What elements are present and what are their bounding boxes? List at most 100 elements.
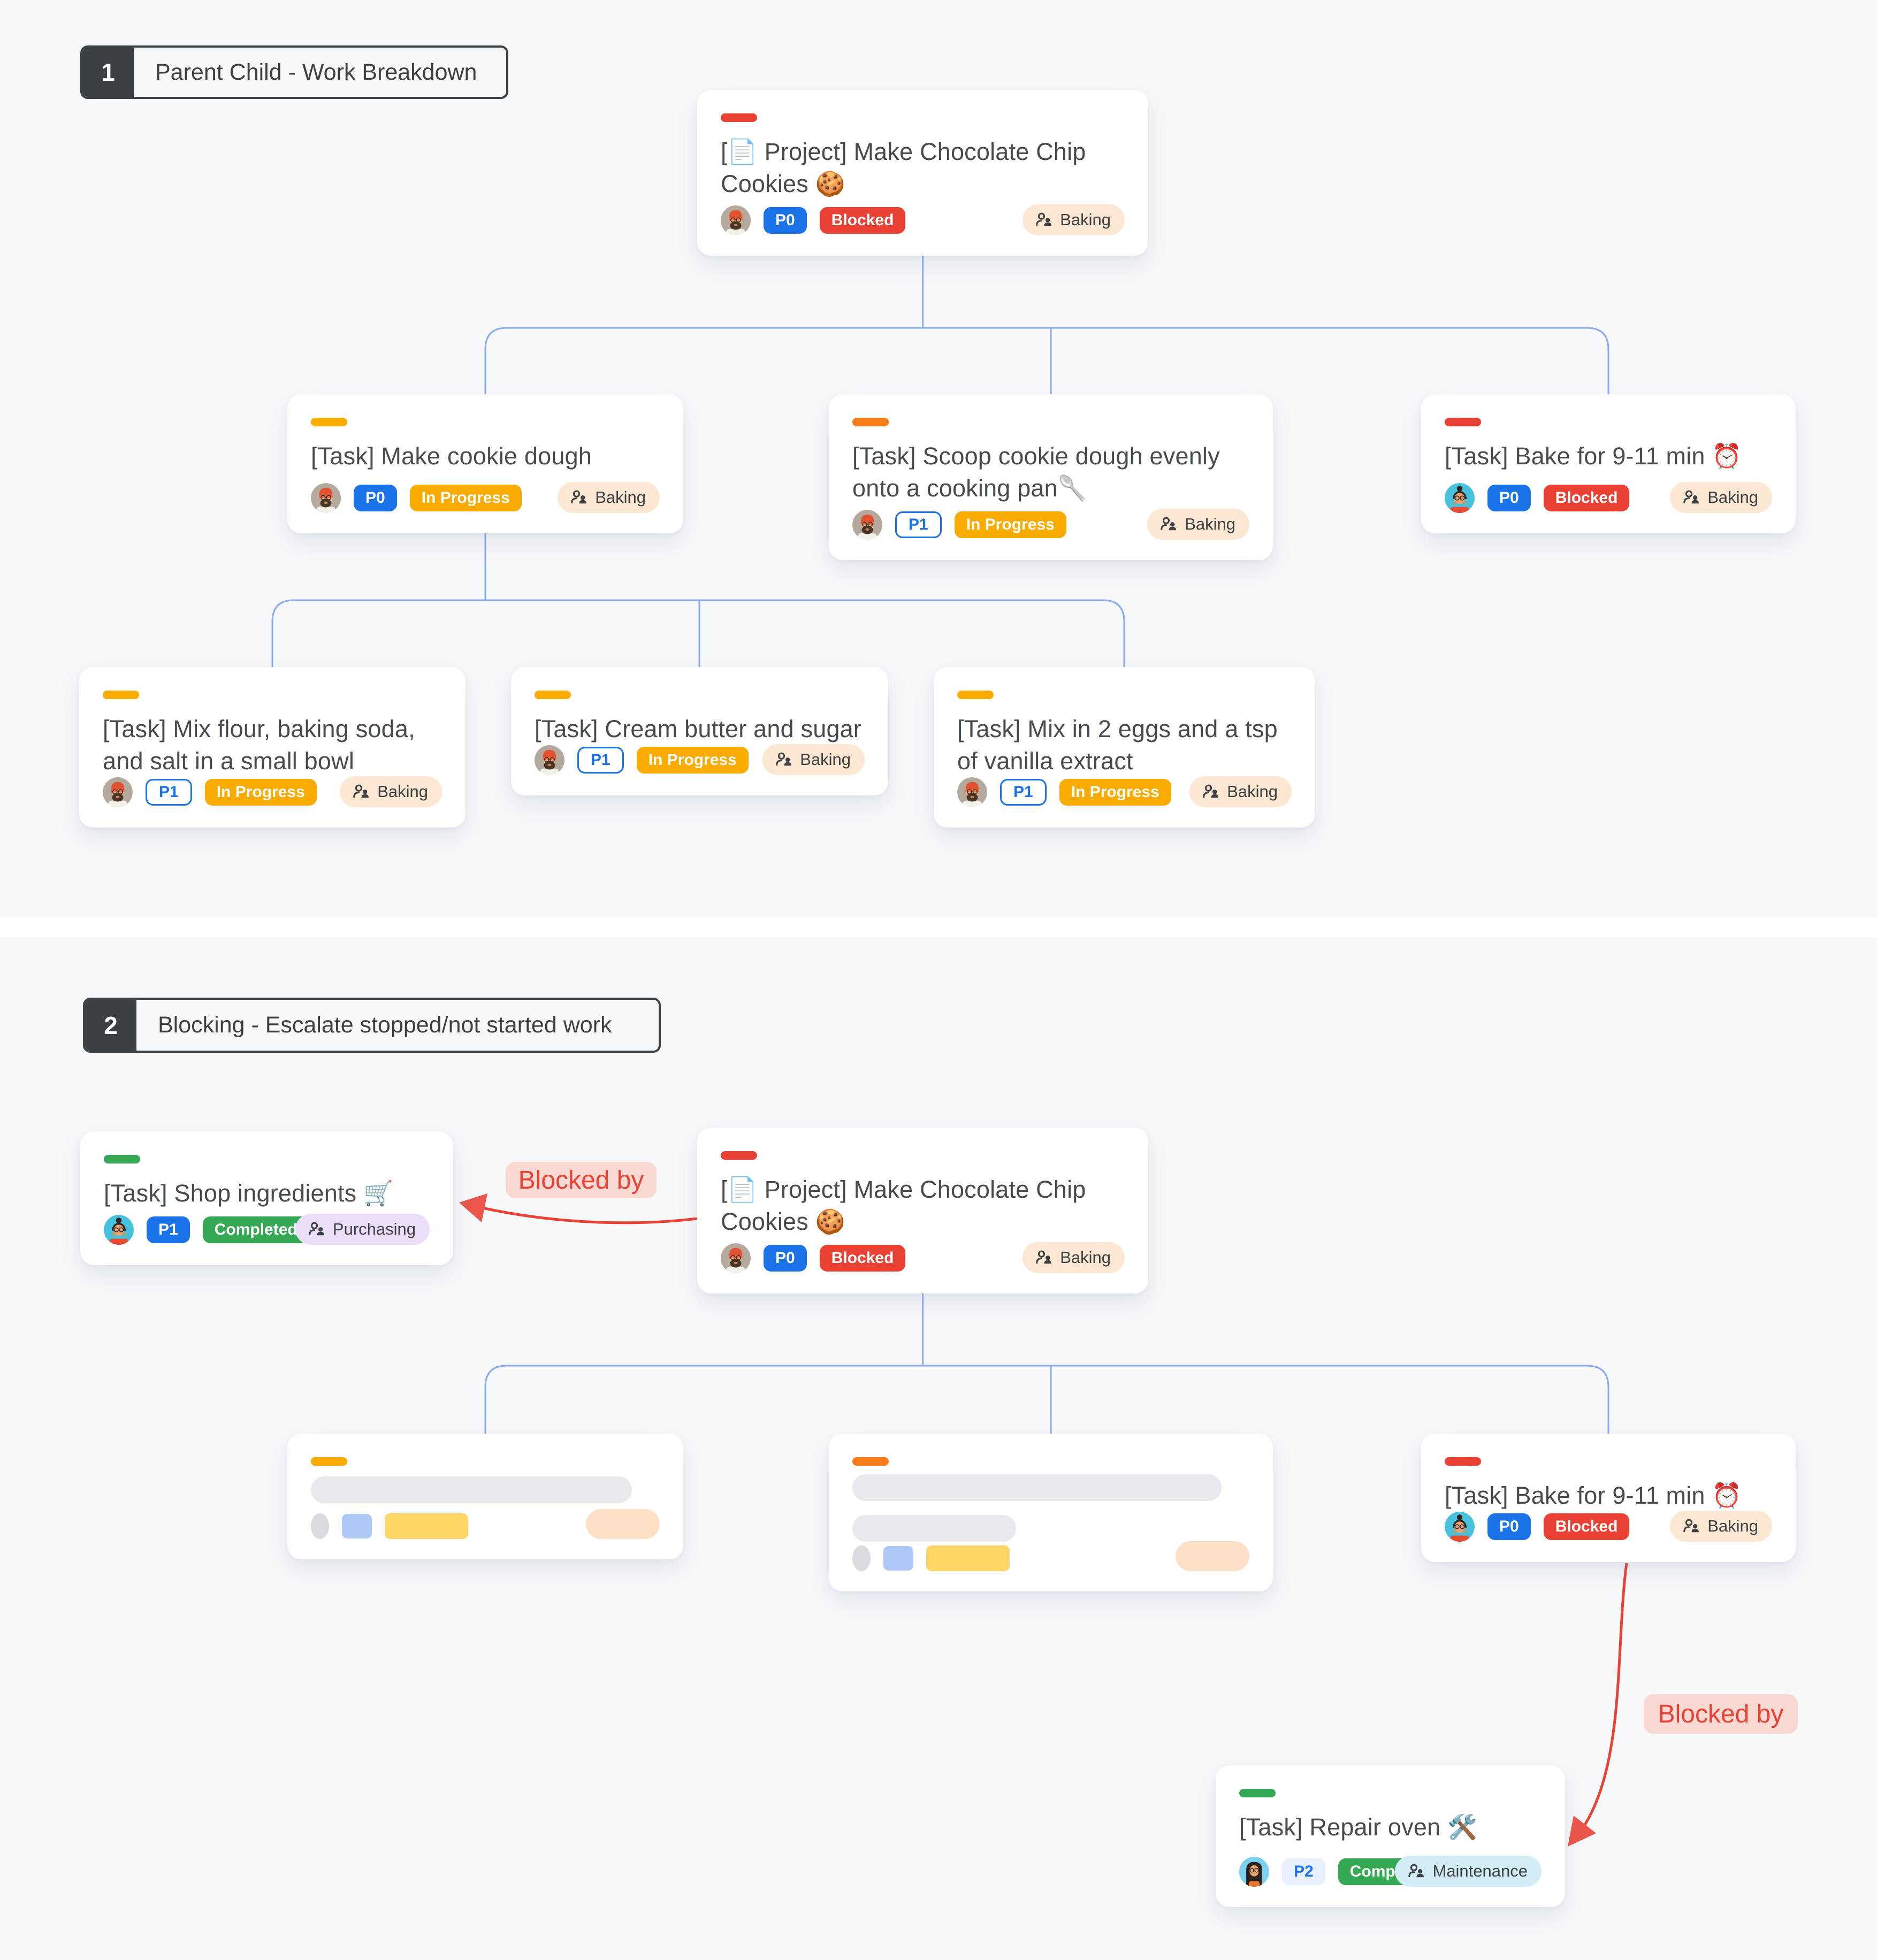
card-meta: P1 In Progress (535, 745, 749, 775)
task-card-repair-oven[interactable]: [Task] Repair oven 🛠️ P2 Completed Maint… (1216, 1765, 1565, 1907)
avatar-bearded-man (852, 510, 882, 540)
people-icon (1034, 210, 1054, 229)
skeleton-priority (883, 1546, 913, 1571)
skeleton-status (926, 1545, 1010, 1571)
accent-bar (957, 691, 994, 699)
accent-bar (311, 418, 347, 426)
team-tag-label: Baking (1060, 210, 1111, 229)
priority-badge: P0 (1487, 485, 1531, 511)
card-meta: P0 In Progress (311, 483, 522, 513)
team-tag-label: Purchasing (332, 1220, 416, 1238)
card-title: [📄 Project] Make Chocolate Chip Cookies … (721, 1176, 1086, 1235)
status-badge: In Progress (636, 747, 749, 774)
card-title: [Task] Make cookie dough (311, 442, 592, 470)
priority-badge: P0 (1487, 1513, 1531, 1540)
card-title: [Task] Repair oven 🛠️ (1239, 1813, 1478, 1841)
hierarchy-connector-project1 (484, 256, 1609, 394)
card-title: [Task] Mix in 2 eggs and a tsp of vanill… (957, 715, 1278, 775)
accent-bar (721, 1151, 757, 1160)
card-title: [📄 Project] Make Chocolate Chip Cookies … (721, 138, 1086, 197)
priority-badge: P1 (577, 747, 624, 774)
avatar-bearded-man (311, 483, 341, 513)
team-tag: Baking (1670, 482, 1772, 513)
priority-badge: P1 (1000, 779, 1047, 806)
task-card-mix-eggs[interactable]: [Task] Mix in 2 eggs and a tsp of vanill… (934, 667, 1315, 828)
card-title: [Task] Bake for 9-11 min ⏰ (1445, 1482, 1742, 1509)
people-icon (307, 1220, 326, 1239)
accent-bar (311, 1457, 347, 1466)
avatar-woman-bun (104, 1215, 134, 1245)
team-tag: Baking (1147, 509, 1249, 540)
team-tag: Baking (1023, 204, 1125, 235)
card-meta: P1 Completed (104, 1215, 309, 1245)
avatar-bearded-man (957, 777, 987, 807)
task-card-bake-1[interactable]: [Task] Bake for 9-11 min ⏰ P0 Blocked Ba… (1421, 394, 1796, 533)
team-tag: Baking (1023, 1242, 1125, 1273)
project-card-make-chocolate-chip-cookies-2[interactable]: [📄 Project] Make Chocolate Chip Cookies … (697, 1128, 1148, 1293)
skeleton-avatar (852, 1545, 871, 1571)
task-card-scoop-cookie-dough[interactable]: [Task] Scoop cookie dough evenly onto a … (829, 394, 1273, 560)
people-icon (1159, 515, 1178, 534)
card-title: [Task] Scoop cookie dough evenly onto a … (852, 442, 1220, 502)
task-card-mix-flour[interactable]: [Task] Mix flour, baking soda, and salt … (79, 667, 466, 828)
people-icon (1682, 1517, 1701, 1536)
project-card-make-chocolate-chip-cookies[interactable]: [📄 Project] Make Chocolate Chip Cookies … (697, 90, 1148, 256)
section-label-1: 1 Parent Child - Work Breakdown (80, 45, 508, 99)
section-label-2: 2 Blocking - Escalate stopped/not starte… (83, 998, 661, 1053)
people-icon (1201, 782, 1220, 801)
status-badge: In Progress (409, 485, 522, 511)
status-badge: In Progress (1059, 779, 1171, 806)
people-icon (1034, 1248, 1054, 1267)
team-tag-label: Maintenance (1432, 1862, 1528, 1880)
card-meta: P1 In Progress (852, 510, 1066, 540)
priority-badge: P1 (146, 779, 192, 806)
skeleton-meta (852, 1545, 1010, 1571)
skeleton-tag (1176, 1541, 1249, 1571)
card-title: [Task] Bake for 9-11 min ⏰ (1445, 442, 1742, 470)
section-number-badge: 1 (82, 48, 134, 97)
skeleton-task-card-2[interactable] (829, 1434, 1273, 1591)
skeleton-status (385, 1513, 468, 1539)
team-tag: Baking (762, 744, 865, 775)
card-meta: P0 Blocked (1445, 1512, 1630, 1542)
status-badge: Blocked (1543, 485, 1630, 511)
people-icon (1407, 1862, 1426, 1881)
card-meta: P1 In Progress (103, 777, 317, 807)
section-divider (0, 917, 1877, 937)
card-meta: P0 Blocked (1445, 483, 1630, 513)
status-badge: Blocked (819, 1245, 906, 1272)
card-meta: P0 Blocked (721, 205, 906, 235)
hierarchy-connector-project2 (484, 1293, 1609, 1434)
team-tag-label: Baking (1227, 782, 1278, 801)
accent-bar (535, 691, 571, 699)
card-meta: P1 In Progress (957, 777, 1171, 807)
avatar-bearded-man (721, 205, 751, 235)
task-card-shop-ingredients[interactable]: [Task] Shop ingredients 🛒 P1 Completed P… (80, 1131, 453, 1265)
section-title: Blocking - Escalate stopped/not started … (158, 1012, 612, 1038)
team-tag-label: Baking (377, 782, 428, 801)
blocked-by-label: Blocked by (506, 1162, 657, 1198)
task-card-cream-butter[interactable]: [Task] Cream butter and sugar P1 In Prog… (511, 667, 888, 795)
status-badge: In Progress (954, 511, 1066, 538)
accent-bar (104, 1155, 140, 1163)
section-title: Parent Child - Work Breakdown (155, 59, 477, 85)
status-badge: Blocked (819, 207, 906, 234)
skeleton-title-bar (852, 1515, 1016, 1542)
priority-badge: P0 (764, 207, 807, 234)
priority-badge: P2 (1282, 1858, 1325, 1885)
skeleton-tag (586, 1509, 660, 1539)
task-card-bake-2[interactable]: [Task] Bake for 9-11 min ⏰ P0 Blocked Ba… (1421, 1434, 1796, 1562)
team-tag-label: Baking (1707, 488, 1758, 507)
task-card-make-cookie-dough[interactable]: [Task] Make cookie dough P0 In Progress … (287, 394, 683, 533)
skeleton-task-card-1[interactable] (287, 1434, 683, 1559)
section-number-badge: 2 (85, 1000, 136, 1051)
people-icon (774, 750, 793, 769)
team-tag: Baking (1670, 1511, 1772, 1542)
priority-badge: P1 (895, 511, 942, 538)
avatar-bearded-man (535, 745, 564, 775)
skeleton-avatar (311, 1513, 329, 1539)
accent-bar (721, 113, 757, 122)
skeleton-priority (342, 1514, 372, 1538)
card-title: [Task] Mix flour, baking soda, and salt … (103, 715, 415, 775)
